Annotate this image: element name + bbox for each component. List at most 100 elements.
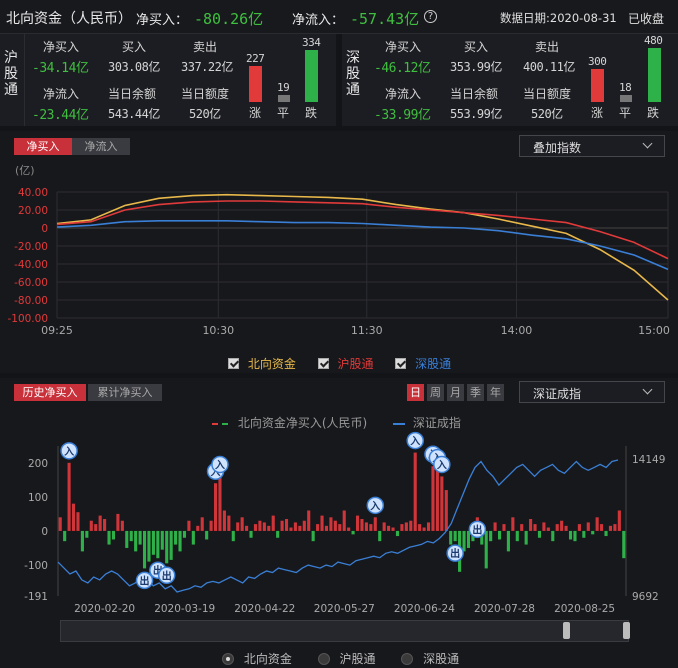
sz-flat-bar (620, 95, 632, 102)
period-week[interactable]: 周 (427, 384, 444, 401)
bar (107, 530, 111, 545)
market-status: 已收盘 (628, 12, 665, 26)
series-line-north (56, 193, 669, 301)
bar (249, 530, 253, 538)
sh-balance-value: 543.44亿 (108, 107, 160, 121)
bar (364, 522, 368, 531)
tab-net-buy[interactable]: 净买入 (14, 138, 72, 155)
bar (156, 530, 160, 559)
bar (577, 524, 581, 531)
bar (160, 530, 164, 550)
overlay-index-select-label: 叠加指数 (533, 141, 582, 155)
bar (573, 530, 577, 542)
total-net-inflow-value: -57.43亿 (350, 10, 420, 28)
bar (338, 524, 342, 531)
tab-cumulative-net-buy[interactable]: 累计净买入 (88, 384, 162, 401)
sh-net-buy-label: 净买入 (43, 40, 80, 54)
marker-in-label: 入 (211, 466, 221, 478)
intraday-section (0, 131, 678, 373)
index-select[interactable] (519, 381, 665, 403)
bar (560, 520, 564, 531)
bar (240, 517, 244, 531)
marker-out-label: 出 (153, 564, 163, 577)
bar (94, 524, 98, 531)
x-tick-label: 2020-08-25 (554, 603, 615, 615)
period-month[interactable]: 月 (447, 384, 464, 401)
x-tick-label: 2020-06-24 (394, 603, 455, 615)
sh-up-label: 涨 (249, 106, 262, 120)
bar (582, 530, 586, 538)
bar (58, 517, 62, 531)
bar (271, 515, 275, 531)
total-net-buy-label: 净买入： (136, 13, 189, 28)
sz-net-buy-value: -46.12亿 (374, 61, 431, 76)
sz-up-bar (591, 69, 604, 102)
range-slider-handle-right[interactable] (623, 622, 630, 639)
sh-flat-count: 19 (277, 81, 290, 94)
bar (395, 530, 400, 537)
radio-north[interactable] (222, 652, 234, 665)
bar (191, 530, 195, 545)
y-tick-label: 20.00 (18, 205, 48, 217)
sh-buy-label: 买入 (122, 40, 147, 54)
bar (111, 530, 116, 540)
bar (231, 530, 235, 542)
tab-net-inflow[interactable]: 净流入 (72, 138, 130, 155)
period-year[interactable]: 年 (487, 384, 504, 401)
help-icon[interactable]: ? (424, 10, 437, 23)
bar (595, 517, 599, 531)
intraday-chart: (亿) 40.00 20.00 0 -20.00 -40.00 -60.00 -80.00 -1… (7, 164, 669, 337)
bar (307, 510, 311, 531)
sz-balance-label: 当日余额 (450, 87, 499, 101)
tab-history-net-buy[interactable]: 历史净买入 (14, 384, 86, 401)
bar (89, 520, 93, 531)
sz-connect-panel (342, 34, 678, 126)
marker-out-label: 出 (162, 569, 172, 582)
series-line-sh (56, 200, 669, 260)
bar (351, 530, 355, 535)
marker-in (60, 442, 78, 460)
bar (125, 530, 129, 548)
marker-in (366, 496, 385, 515)
bar (116, 513, 120, 531)
radio-sz[interactable] (401, 652, 414, 665)
range-slider[interactable] (60, 620, 629, 642)
bar (209, 520, 213, 531)
intraday-legend: 北向资金 沪股通 深股通 (228, 355, 451, 372)
history-section (0, 378, 678, 668)
legend-north-checkbox[interactable] (228, 358, 239, 369)
bar (151, 530, 155, 555)
total-net-buy-value: -80.26亿 (194, 10, 264, 28)
marker-in-label: 入 (370, 500, 380, 512)
sh-sell-label: 卖出 (193, 40, 218, 54)
bar (613, 524, 617, 531)
range-slider-handle-left[interactable] (563, 622, 570, 639)
sz-up-label: 涨 (591, 106, 604, 120)
legend-index-swatch (393, 422, 406, 425)
bar (120, 520, 124, 531)
y-right-tick-label: 14149 (632, 454, 665, 466)
y-tick-label: -100 (24, 560, 48, 572)
bar (387, 525, 391, 531)
sz-net-inflow-value: -33.99亿 (374, 108, 431, 123)
sh-flat-label: 平 (277, 106, 290, 120)
bar (546, 527, 550, 531)
bar (98, 515, 102, 531)
bar (258, 520, 262, 531)
bar (347, 527, 351, 531)
bar (418, 524, 422, 531)
overlay-index-select[interactable] (519, 135, 665, 157)
bar (515, 530, 519, 542)
radio-north-label: 北向资金 (243, 652, 292, 666)
radio-sh[interactable] (317, 652, 330, 665)
bar (316, 524, 320, 531)
legend-sh-checkbox[interactable] (317, 358, 329, 369)
legend-sz-label: 深股通 (415, 357, 452, 371)
period-quarter[interactable]: 季 (467, 384, 484, 401)
period-day[interactable]: 日 (407, 384, 424, 401)
marker-out (446, 544, 464, 562)
legend-sz-checkbox[interactable] (395, 358, 407, 369)
y-tick-label: -40.00 (14, 259, 48, 271)
sh-quota-value: 520亿 (189, 107, 221, 121)
sh-grid-divider-1 (24, 34, 25, 126)
